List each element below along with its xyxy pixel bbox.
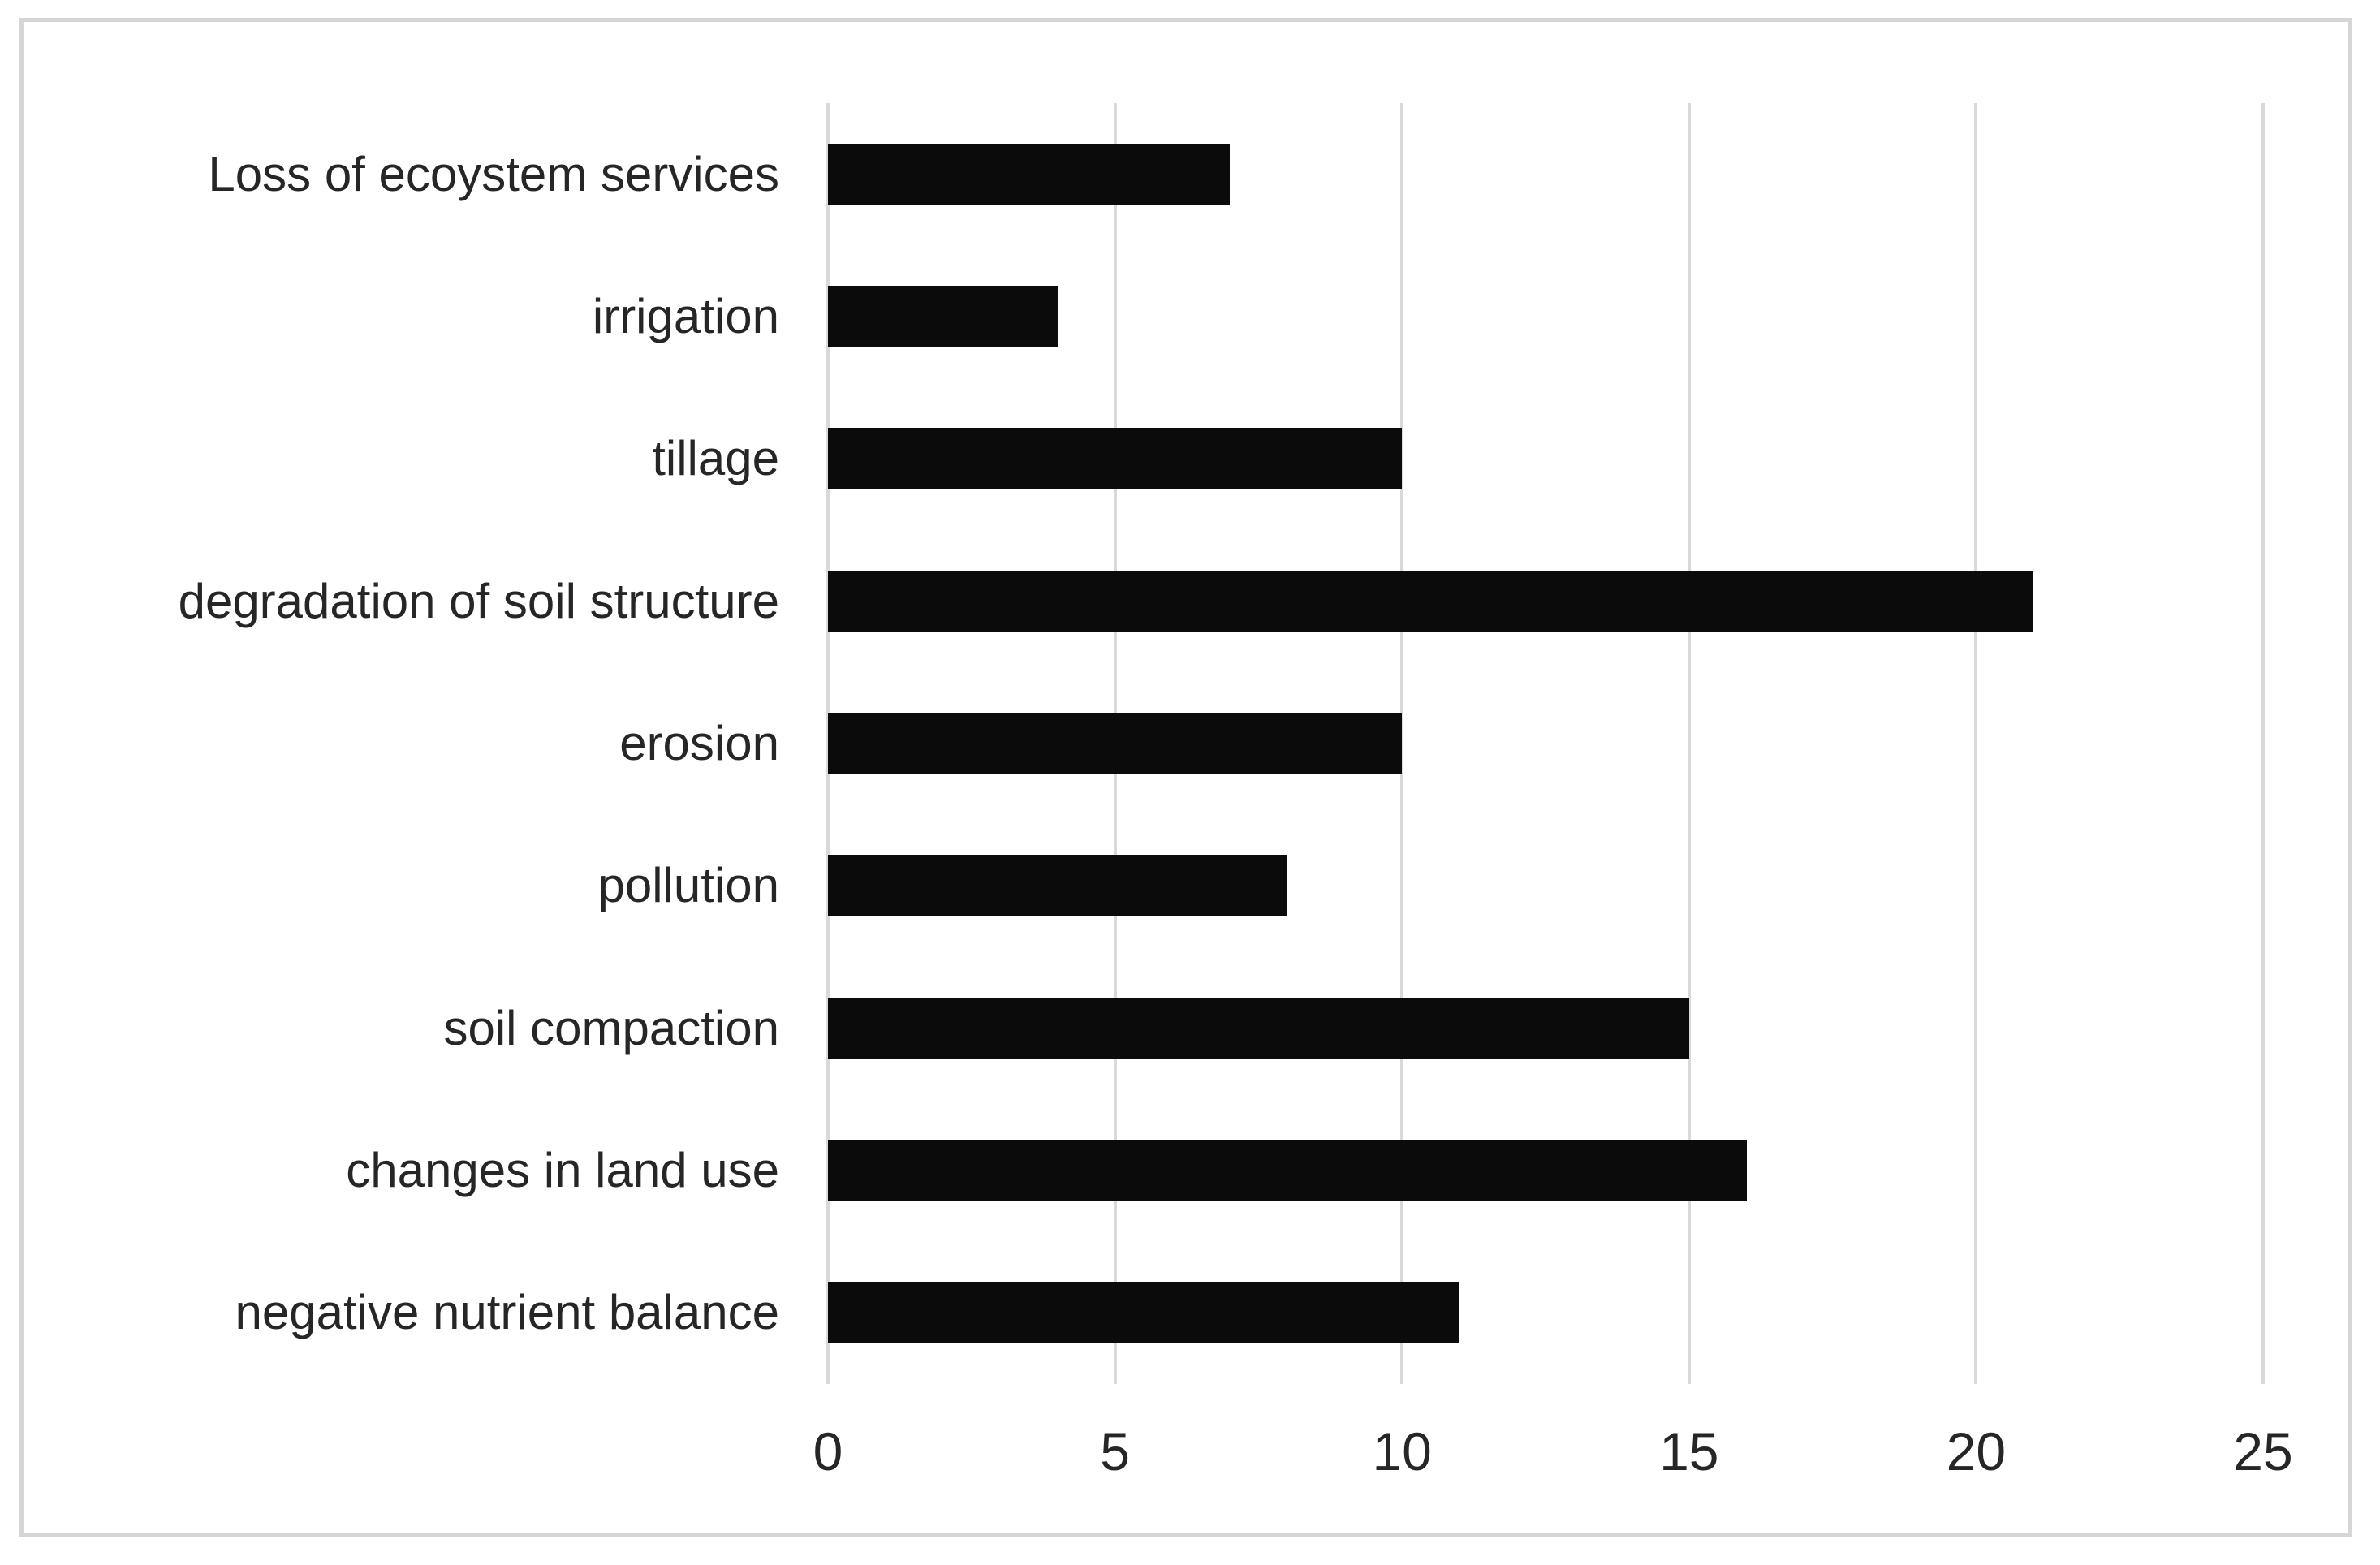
category-label: degradation of soil structure	[178, 573, 779, 628]
bar-row	[828, 1099, 2263, 1241]
gridline	[2261, 103, 2265, 1384]
x-tick-label: 0	[813, 1421, 843, 1481]
category-label: changes in land use	[346, 1142, 779, 1197]
gridline	[1687, 103, 1691, 1384]
bar	[828, 712, 1403, 774]
bar	[828, 1282, 1459, 1344]
category-label: irrigation	[592, 288, 779, 343]
bar	[828, 143, 1231, 205]
x-tick-label: 25	[2233, 1421, 2293, 1481]
category-label: Loss of ecoystem services	[208, 146, 779, 201]
x-tick-label: 15	[1659, 1421, 1719, 1481]
gridline	[1400, 103, 1404, 1384]
bar-row	[828, 1242, 2263, 1384]
gridline	[1974, 103, 1978, 1384]
bar-series	[828, 103, 2263, 1384]
category-label: pollution	[597, 858, 779, 913]
chart-frame: Loss of ecoystem services irrigation tilla…	[19, 18, 2352, 1537]
bar	[828, 428, 1403, 490]
bar-row	[828, 672, 2263, 814]
category-label: tillage	[652, 431, 779, 486]
x-tick-label: 20	[1946, 1421, 2007, 1481]
category-label: soil compaction	[443, 1000, 779, 1055]
bar-row	[828, 815, 2263, 957]
bar	[828, 855, 1287, 917]
bar	[828, 997, 1689, 1059]
x-tick-label: 10	[1372, 1421, 1432, 1481]
bar-row	[828, 388, 2263, 530]
x-tick-label: 5	[1100, 1421, 1130, 1481]
bar	[828, 570, 2034, 632]
category-axis: Loss of ecoystem services irrigation tilla…	[24, 103, 804, 1384]
bar-row	[828, 245, 2263, 387]
x-axis-tick-labels: 0 5 10 15 20 25	[813, 1421, 2293, 1498]
plot-area	[826, 103, 2265, 1384]
bar-row	[828, 530, 2263, 672]
category-label: erosion	[619, 715, 779, 770]
bar	[828, 1139, 1747, 1201]
bar	[828, 285, 1058, 347]
category-label: negative nutrient balance	[235, 1285, 780, 1340]
bar-row	[828, 103, 2263, 245]
bar-row	[828, 957, 2263, 1099]
